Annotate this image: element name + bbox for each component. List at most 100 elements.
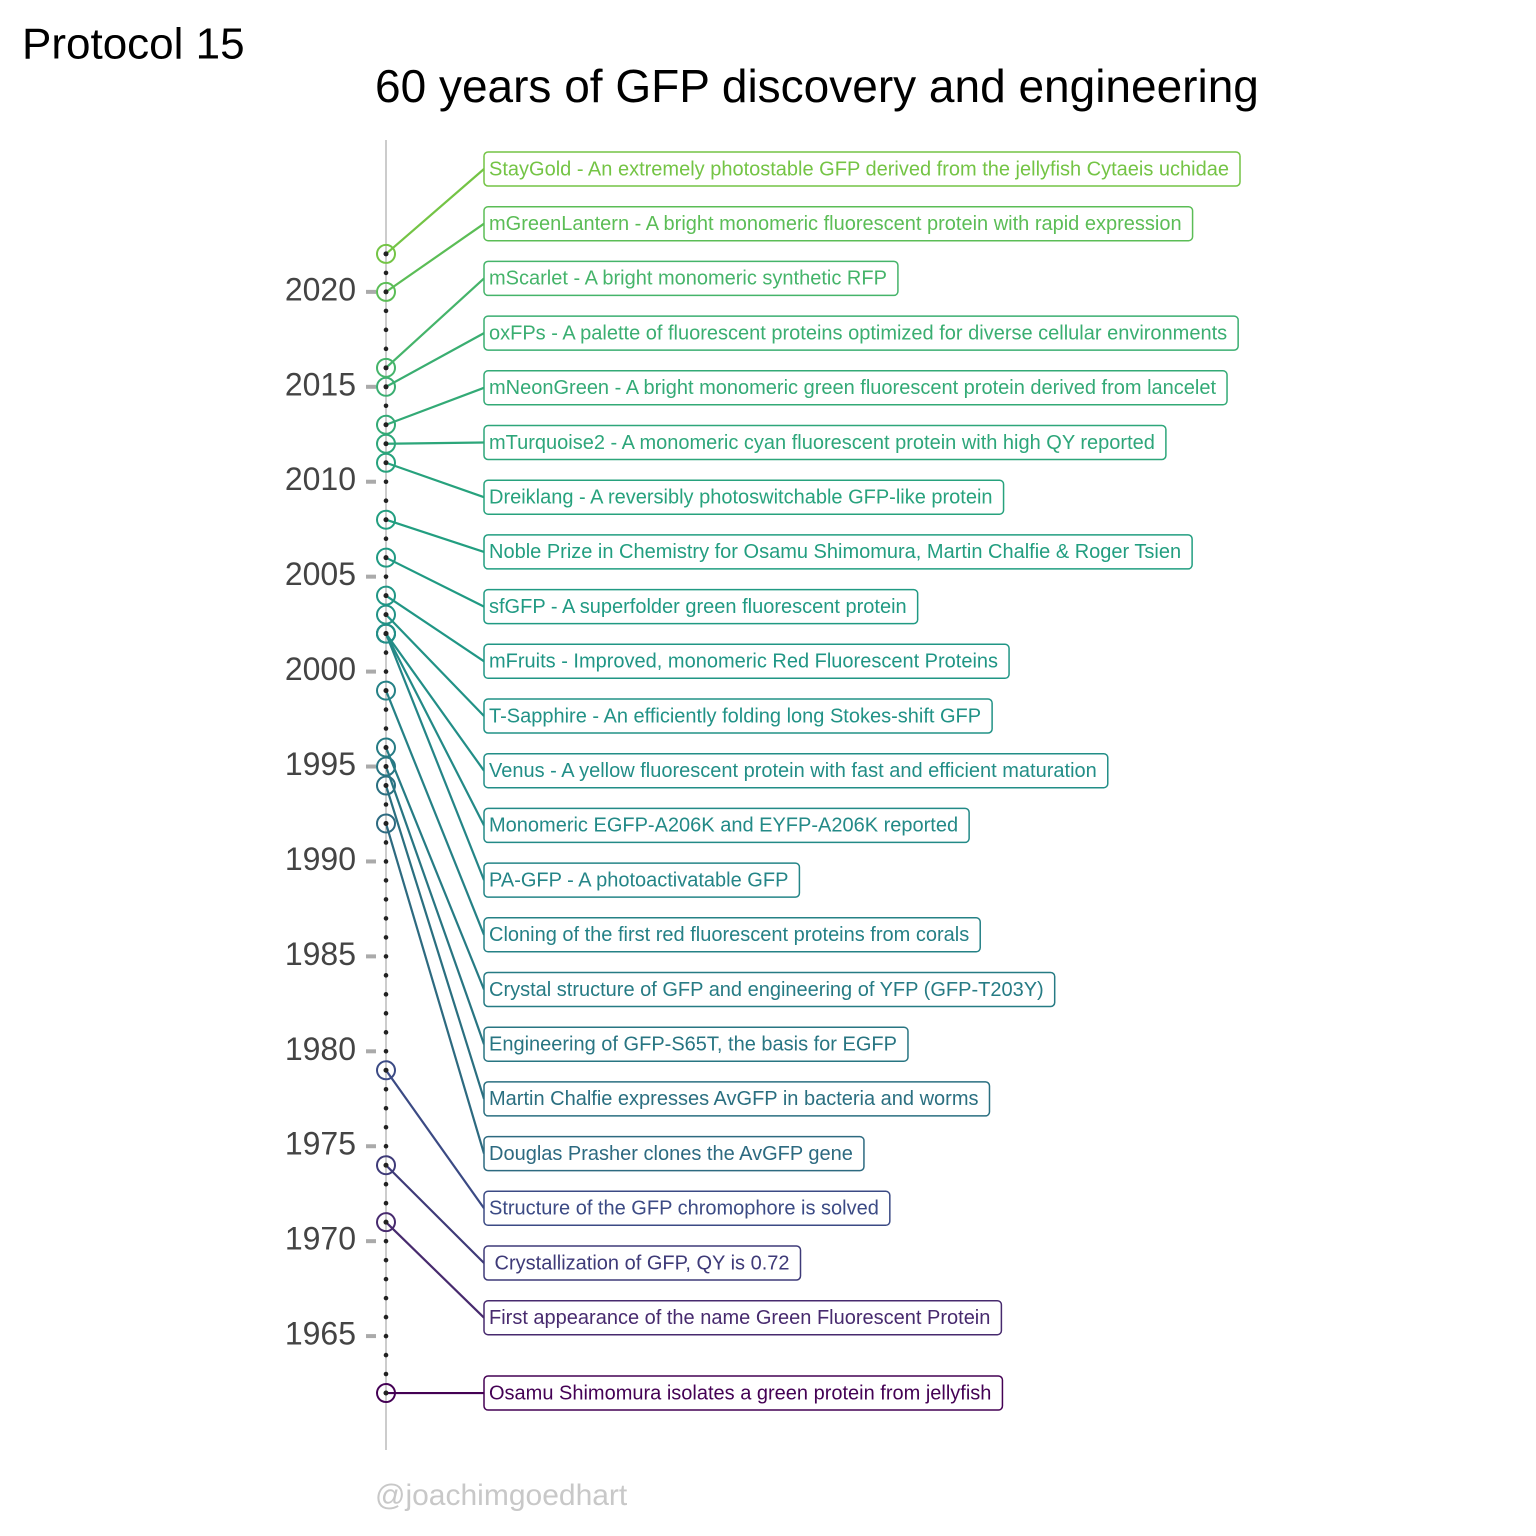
connector <box>385 518 485 553</box>
year-dot <box>383 1086 389 1092</box>
year-dot <box>383 726 389 731</box>
event-dot <box>383 251 389 257</box>
year-dot <box>383 1238 389 1244</box>
year-dot <box>383 859 389 864</box>
connector <box>385 632 485 772</box>
year-dot <box>383 897 389 902</box>
year-dot <box>383 270 389 276</box>
year-dot <box>383 1030 389 1035</box>
label-box <box>483 698 993 734</box>
year-dot <box>383 1314 389 1320</box>
year-dot <box>383 1181 389 1187</box>
chart-title: 60 years of GFP discovery and engineerin… <box>375 60 1259 112</box>
year-dot <box>383 669 389 674</box>
label-box <box>483 1299 1003 1336</box>
connector <box>384 823 486 1154</box>
y-tick-label: 2010 <box>285 461 356 497</box>
y-tick-label: 2000 <box>285 651 356 687</box>
event-dot <box>383 555 389 561</box>
connector <box>385 594 485 663</box>
y-tick-label: 1985 <box>285 936 356 972</box>
year-dot <box>383 1276 389 1282</box>
year-dot <box>383 1049 389 1054</box>
label-box <box>483 588 919 625</box>
year-dot <box>383 650 389 655</box>
label-box <box>483 1245 802 1281</box>
connector <box>385 222 485 293</box>
year-dot <box>383 916 389 921</box>
year-dot <box>383 1105 389 1111</box>
event-dot <box>383 1390 389 1396</box>
year-dot <box>383 1011 389 1016</box>
y-tick-label: 1995 <box>285 746 356 782</box>
event-marker <box>376 680 396 701</box>
connector <box>385 1221 485 1319</box>
event-label: PA-GFP - A photoactivatable GFP <box>489 869 788 891</box>
label-box <box>483 1081 991 1117</box>
event-label: mScarlet - A bright monomeric synthetic … <box>489 268 887 290</box>
corner-label: Protocol 15 <box>22 20 245 69</box>
connector <box>385 386 485 426</box>
year-dot <box>383 992 389 997</box>
year-dot <box>383 1124 389 1130</box>
event-dot <box>383 422 389 428</box>
label-box <box>483 862 801 898</box>
label-box <box>483 971 1056 1008</box>
event-dot <box>383 289 389 295</box>
y-tick-label: 2005 <box>285 556 356 592</box>
label-box <box>483 534 1193 570</box>
connector <box>385 1164 485 1264</box>
event-dot <box>383 460 389 466</box>
event-dot <box>383 441 389 447</box>
connector <box>385 613 485 717</box>
event-label: T-Sapphire - An efficiently folding long… <box>489 705 981 727</box>
connector <box>385 633 485 826</box>
year-dot <box>383 802 389 807</box>
event-marker <box>376 357 396 378</box>
event-dot <box>383 517 389 523</box>
event-label: Noble Prize in Chemistry for Osamu Shimo… <box>489 541 1181 563</box>
event-label: Dreiklang - A reversibly photoswitchable… <box>489 486 993 508</box>
event-marker <box>376 414 396 435</box>
event-label: sfGFP - A superfolder green fluorescent … <box>489 596 907 618</box>
connector <box>385 277 485 369</box>
y-tick-label: 2015 <box>285 366 356 402</box>
event-dot <box>383 631 389 637</box>
event-label: Osamu Shimomura isolates a green protein… <box>489 1382 991 1404</box>
year-dot <box>383 1352 389 1358</box>
caption: @joachimgoedhart <box>375 1479 628 1512</box>
event-label: Cloning of the first red fluorescent pro… <box>489 924 969 946</box>
label-box <box>483 752 1109 789</box>
event-marker <box>376 1212 396 1233</box>
event-marker <box>376 737 396 758</box>
year-dot <box>383 1200 389 1206</box>
label-box <box>483 315 1239 351</box>
connector <box>385 461 485 499</box>
event-label: mNeonGreen - A bright monomeric green fl… <box>489 377 1216 399</box>
year-dot <box>383 479 389 485</box>
connector <box>385 556 485 608</box>
connector <box>384 747 486 990</box>
year-dot <box>383 1257 389 1263</box>
event-dot <box>383 1067 389 1073</box>
event-dot <box>383 1219 389 1225</box>
event-dot <box>383 783 389 789</box>
event-marker <box>376 1060 396 1081</box>
year-dot <box>383 935 389 940</box>
year-dot <box>383 954 389 959</box>
connector <box>385 332 485 388</box>
year-dot <box>383 536 389 541</box>
event-dot <box>383 764 389 770</box>
connector <box>384 766 486 1045</box>
event-label: mTurquoise2 - A monomeric cyan fluoresce… <box>489 432 1155 454</box>
connector <box>385 168 485 255</box>
event-dot <box>383 745 389 751</box>
connector <box>385 1069 485 1209</box>
label-box <box>483 807 970 844</box>
event-label: First appearance of the name Green Fluor… <box>489 1307 990 1329</box>
event-marker <box>376 281 396 302</box>
event-dot <box>383 820 389 826</box>
y-tick-label: 1970 <box>285 1221 356 1257</box>
y-tick-label: 1990 <box>285 841 356 877</box>
event-dot <box>383 612 389 618</box>
